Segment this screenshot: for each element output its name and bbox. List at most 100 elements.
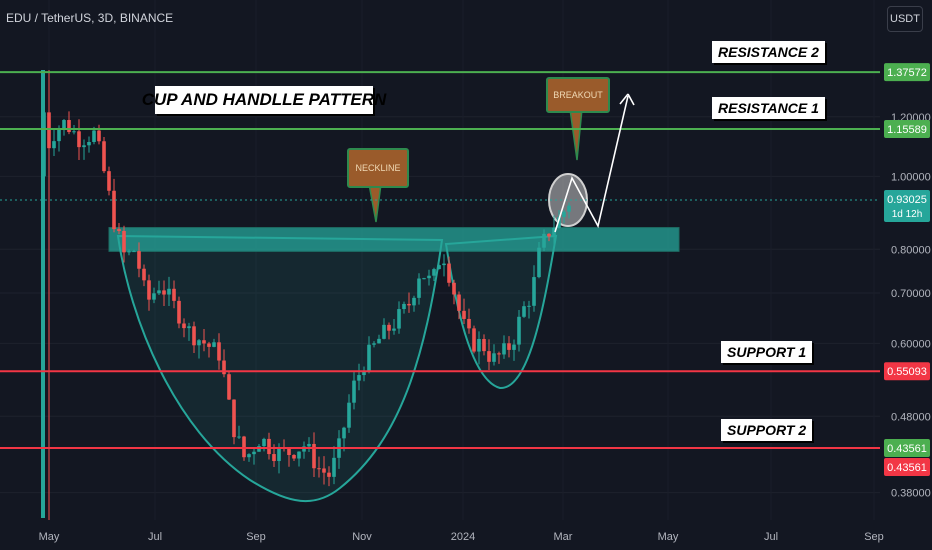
candle-body bbox=[457, 294, 461, 311]
candle-body bbox=[547, 233, 551, 237]
candle-body bbox=[352, 380, 356, 403]
resistance-1-tag bbox=[884, 120, 930, 138]
pattern-title-label: CUP AND HANDLLE PATTERN bbox=[142, 86, 386, 114]
candle-body bbox=[467, 318, 471, 329]
candle-body bbox=[502, 343, 506, 355]
candle-body bbox=[187, 326, 191, 329]
candle-body bbox=[327, 472, 331, 477]
candle-body bbox=[417, 278, 421, 298]
candle-body bbox=[342, 427, 346, 439]
candle-body bbox=[497, 353, 501, 355]
pattern-drawings bbox=[108, 108, 680, 503]
neckline-pointer bbox=[368, 183, 382, 223]
breakout-callout: BREAKOUT bbox=[546, 77, 610, 113]
candle-body bbox=[247, 454, 251, 458]
candle-body bbox=[322, 468, 326, 473]
candle-body bbox=[442, 263, 446, 266]
x-tick-label: Jul bbox=[764, 531, 778, 543]
candle-body bbox=[132, 251, 136, 253]
candle-body bbox=[192, 326, 196, 346]
y-tick-label: 0.80000 bbox=[891, 244, 931, 256]
candle-body bbox=[387, 324, 391, 331]
resistance-2-tag bbox=[884, 63, 930, 82]
breakout-pointer bbox=[569, 108, 583, 161]
candle-body bbox=[197, 340, 201, 346]
candle-body bbox=[67, 120, 71, 133]
currency-button[interactable]: USDT bbox=[887, 6, 923, 32]
support-2-tag-b-text: 0.43561 bbox=[887, 462, 927, 474]
candle-body bbox=[302, 446, 306, 452]
candle-body bbox=[267, 438, 271, 455]
cup-curve bbox=[116, 234, 444, 503]
candle-body bbox=[107, 171, 111, 191]
candle-body bbox=[167, 288, 171, 295]
candle-body bbox=[482, 338, 486, 352]
candle-body bbox=[172, 288, 176, 301]
resistance-1-tag-text: 1.15589 bbox=[887, 124, 927, 136]
candle-body bbox=[41, 70, 45, 518]
candle-body bbox=[412, 297, 416, 306]
y-tick-label: 0.60000 bbox=[891, 338, 931, 350]
candle-body bbox=[317, 468, 321, 470]
candle-body bbox=[532, 277, 536, 306]
support-2-tag-a-text: 0.43561 bbox=[887, 443, 927, 455]
support-2-label: SUPPORT 2 bbox=[721, 419, 813, 441]
level-lines bbox=[0, 71, 880, 449]
y-tick-label: 0.48000 bbox=[891, 411, 931, 423]
candle-body bbox=[452, 282, 456, 295]
y-tick-label: 0.70000 bbox=[891, 288, 931, 300]
x-tick-label: May bbox=[658, 531, 679, 543]
projection-path bbox=[554, 95, 629, 233]
candle-body bbox=[307, 443, 311, 447]
projection-arrows bbox=[554, 93, 635, 233]
candle-body bbox=[207, 343, 211, 347]
candle-body bbox=[292, 455, 296, 459]
candle-body bbox=[82, 145, 86, 148]
x-tick-label: Mar bbox=[554, 531, 573, 543]
candle-body bbox=[432, 269, 436, 276]
y-tick-label: 1.00000 bbox=[891, 171, 931, 183]
candle-body bbox=[112, 190, 116, 230]
candle-body bbox=[157, 290, 161, 294]
candle-body bbox=[427, 275, 431, 279]
candle-body bbox=[437, 265, 441, 270]
x-tick-label: Sep bbox=[864, 531, 884, 543]
candle-body bbox=[422, 278, 426, 280]
candle-body bbox=[262, 438, 266, 447]
support-1-tag-text: 0.55093 bbox=[887, 366, 927, 378]
support-2-tag-a bbox=[884, 439, 930, 457]
candle-body bbox=[92, 130, 96, 142]
candle-body bbox=[252, 451, 256, 455]
candle-body bbox=[567, 205, 571, 212]
candle-body bbox=[377, 338, 381, 344]
candle-body bbox=[407, 303, 411, 306]
x-tick-label: Sep bbox=[246, 531, 266, 543]
candle-body bbox=[237, 436, 241, 438]
candle-body bbox=[202, 340, 206, 344]
candle-body bbox=[77, 131, 81, 148]
candle-body bbox=[122, 230, 126, 253]
candle-body bbox=[472, 328, 476, 352]
candle-body bbox=[347, 402, 351, 428]
countdown-text: 1d 12h bbox=[892, 209, 923, 220]
candle-body bbox=[72, 131, 76, 133]
symbol-title: EDU / TetherUS, 3D, BINANCE bbox=[6, 11, 174, 25]
resistance-2-tag-text: 1.37572 bbox=[887, 67, 927, 79]
candle-body bbox=[62, 120, 66, 130]
candle-body bbox=[182, 323, 186, 329]
candle-body bbox=[212, 342, 216, 347]
price-tags: 1.37572 1.15589 0.93025 1d 12h 0.55093 0.4356… bbox=[884, 63, 930, 476]
candle-body bbox=[312, 443, 316, 469]
candle-body bbox=[57, 129, 61, 142]
candle-body bbox=[492, 353, 496, 362]
support-2-tag-b bbox=[884, 458, 930, 476]
time-axis: May Jul Sep Nov 2024 Mar May Jul Sep bbox=[39, 531, 884, 543]
candle-body bbox=[97, 130, 101, 142]
candle-body bbox=[242, 436, 246, 458]
candle-body bbox=[357, 375, 361, 381]
candle-body bbox=[287, 448, 291, 456]
y-tick-label: 0.38000 bbox=[891, 488, 931, 500]
candle-body bbox=[222, 360, 226, 375]
current-price-text: 0.93025 bbox=[887, 194, 927, 206]
